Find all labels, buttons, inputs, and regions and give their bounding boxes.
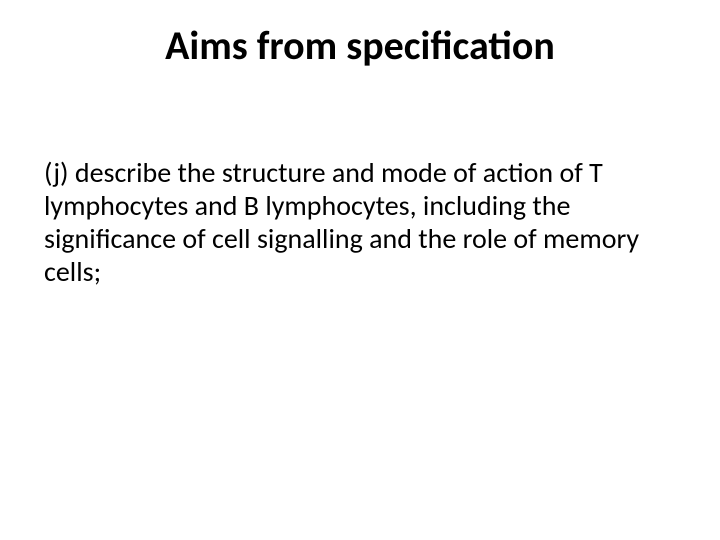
slide-container: Aims from specification (j) describe the… <box>0 0 720 540</box>
slide-title: Aims from specification <box>44 24 676 68</box>
slide-body-text: (j) describe the structure and mode of a… <box>44 156 676 288</box>
